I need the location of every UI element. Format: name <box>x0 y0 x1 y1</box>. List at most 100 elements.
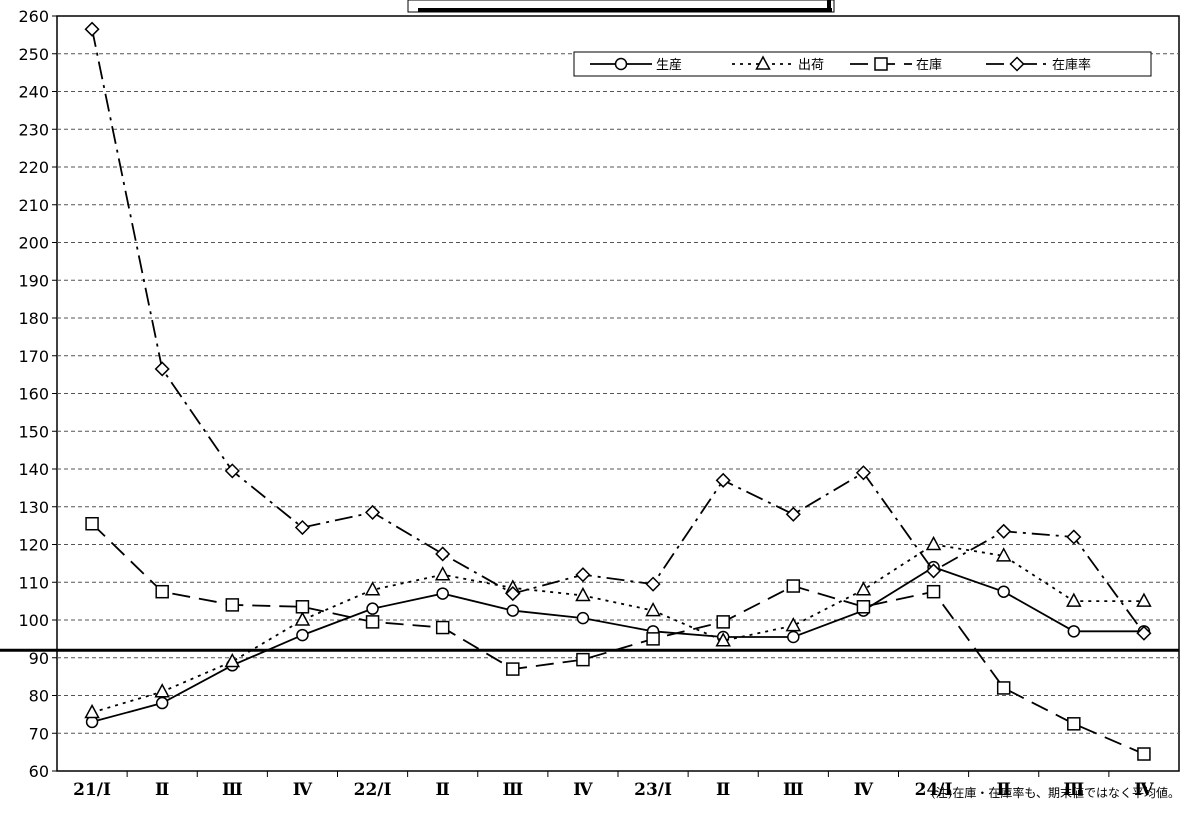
data-point <box>365 504 381 520</box>
data-point <box>1067 717 1081 731</box>
data-point <box>787 630 800 644</box>
x-tick-label: Ⅲ <box>1063 780 1084 800</box>
legend-item: 生産 <box>590 57 682 73</box>
x-tick-label: Ⅳ <box>854 780 874 800</box>
y-tick-label: 90 <box>29 649 49 668</box>
data-point <box>506 662 520 676</box>
data-point <box>645 601 661 617</box>
data-point <box>224 652 241 668</box>
legend-item: 在庫率 <box>986 56 1091 73</box>
legend-item: 出荷 <box>732 55 824 73</box>
y-tick-label: 250 <box>18 45 49 64</box>
data-point <box>646 632 660 646</box>
y-tick-label: 230 <box>18 120 49 139</box>
legend-marker <box>874 57 888 71</box>
x-tick-label: Ⅲ <box>222 780 243 800</box>
y-tick-label: 100 <box>18 611 49 630</box>
data-point <box>1136 625 1152 641</box>
x-tick-label: Ⅳ <box>293 780 313 800</box>
series-line <box>91 29 1145 634</box>
data-point <box>366 602 379 615</box>
y-tick-label: 70 <box>29 724 49 743</box>
data-point <box>716 615 730 629</box>
data-point <box>295 600 310 614</box>
data-point <box>365 615 380 629</box>
series-layer <box>84 21 1152 761</box>
data-point <box>1066 592 1082 607</box>
data-point <box>294 611 311 626</box>
legend-marker <box>755 55 771 70</box>
data-point <box>996 523 1012 539</box>
y-tick-label: 170 <box>18 347 49 366</box>
y-tick-label: 80 <box>29 687 49 706</box>
legend-item: 在庫 <box>850 57 942 73</box>
data-point <box>1066 529 1082 545</box>
y-tick-label: 160 <box>18 385 49 404</box>
data-point <box>575 567 591 583</box>
legend-label: 生産 <box>656 57 682 73</box>
data-point <box>224 463 240 479</box>
legend-marker <box>1009 56 1025 72</box>
y-tick-label: 210 <box>18 196 49 215</box>
legend-label: 出荷 <box>798 58 824 73</box>
series-4 <box>84 21 1152 641</box>
data-point <box>155 696 169 710</box>
data-point <box>785 617 802 632</box>
data-point <box>296 628 309 642</box>
x-tick-label: Ⅳ <box>573 780 593 800</box>
y-tick-label: 190 <box>18 271 49 290</box>
data-point <box>155 584 169 599</box>
series-line <box>91 543 1144 714</box>
data-point <box>925 535 942 551</box>
data-point <box>575 586 591 602</box>
data-point <box>435 546 451 562</box>
data-point <box>786 579 801 593</box>
data-point <box>645 576 661 592</box>
x-tick-label: 24/Ⅰ <box>915 780 953 800</box>
x-tick-label: Ⅳ <box>1134 780 1154 800</box>
legend-label: 在庫率 <box>1052 57 1091 73</box>
data-point <box>995 547 1012 562</box>
data-point <box>996 681 1011 695</box>
data-point <box>997 585 1010 598</box>
legend: 生産 出荷 在庫 在庫率 <box>573 51 1152 77</box>
x-axis-ticks: 21/Ⅰ Ⅱ Ⅲ Ⅳ 22/Ⅰ Ⅱ Ⅲ Ⅳ 23/Ⅰ Ⅱ Ⅲ Ⅳ 24/Ⅰ Ⅱ Ⅲ Ⅳ <box>73 771 1154 800</box>
y-tick-label: 60 <box>29 762 49 781</box>
title-box <box>407 0 835 13</box>
footnote: (注)在庫・在庫率も、期末値ではなく平均値。 <box>931 785 1180 800</box>
data-point <box>855 465 871 481</box>
data-point <box>576 652 590 667</box>
data-point <box>506 604 520 617</box>
y-tick-label: 200 <box>18 234 49 253</box>
y-tick-label: 130 <box>18 498 49 517</box>
x-tick-label: 22/Ⅰ <box>354 780 392 800</box>
data-point <box>1136 592 1152 607</box>
y-tick-label: 110 <box>18 573 49 592</box>
y-tick-label: 120 <box>18 536 49 555</box>
data-point <box>785 506 801 522</box>
series-line <box>91 523 1145 755</box>
x-tick-label: Ⅱ <box>436 780 450 800</box>
data-point <box>436 587 449 600</box>
data-point <box>576 611 590 625</box>
data-point <box>926 563 942 579</box>
x-tick-label: Ⅱ <box>155 780 169 800</box>
y-tick-label: 140 <box>18 460 49 479</box>
data-point <box>364 581 381 596</box>
y-axis-ticks: 60 70 80 90 100 110 120 130 140 150 160 170 180 190 20… <box>18 7 57 781</box>
data-point <box>154 361 170 377</box>
x-tick-label: Ⅱ <box>997 780 1011 800</box>
x-tick-label: Ⅱ <box>716 780 730 800</box>
data-point <box>715 472 731 488</box>
data-point <box>225 598 240 612</box>
y-tick-label: 240 <box>18 83 49 102</box>
series-line <box>91 566 1144 723</box>
x-tick-label: Ⅲ <box>502 780 523 800</box>
data-point <box>505 586 521 602</box>
grid <box>57 53 1179 734</box>
x-tick-label: Ⅲ <box>783 780 804 800</box>
data-point <box>435 620 450 635</box>
data-point <box>856 600 871 614</box>
data-point <box>85 516 99 531</box>
legend-marker <box>614 57 628 71</box>
